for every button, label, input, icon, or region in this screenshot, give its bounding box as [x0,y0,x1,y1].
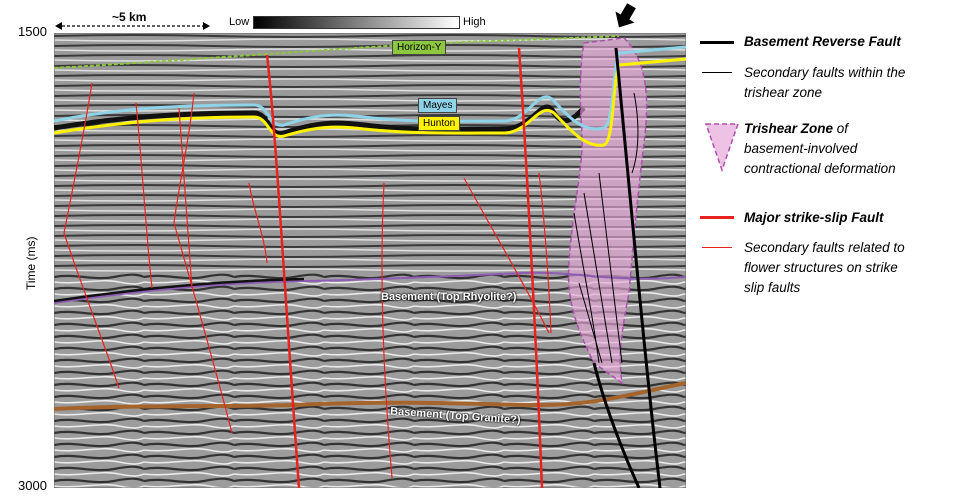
legend-secondary-flower-line3: slip faults [744,280,801,295]
secondary-flower-faults [63,82,552,479]
legend: Basement Reverse Fault Secondary faults … [700,30,950,330]
legend-secondary-flower-line2: flower structures on strike [744,260,898,275]
basement-granite-line [54,381,686,411]
y-axis-label: Time (ms) [24,236,38,290]
colorbar [253,16,460,29]
hunton-label: Hunton [418,116,461,131]
basement-reverse-fault-2 [592,362,641,488]
basement-reverse-fault [614,47,662,488]
mayes-label: Mayes [418,98,458,113]
colorbar-low-label: Low [229,16,250,28]
seismic-section [54,33,686,488]
legend-trishear-line2: basement-involved [744,141,858,156]
y-tick-bottom: 3000 [18,478,47,493]
major-strike-slip-fault-2 [517,47,544,488]
basement-rhyolite-label: Basement (Top Rhyolite?) [381,291,517,303]
colorbar-high-label: High [463,16,486,28]
y-tick-top: 1500 [18,24,47,39]
scale-bar-label: ~5 km [112,10,147,24]
secondary-trishear-faults [573,92,639,364]
horizon-y-label: Horizon-Y [392,40,447,55]
legend-trishear-bold: Trishear Zone [744,121,834,136]
legend-secondary-trishear-swatch [702,72,732,73]
legend-basement-reverse-fault-swatch [700,41,734,44]
legend-basement-reverse-fault-label: Basement Reverse Fault [744,34,901,49]
legend-trishear-line1: Trishear Zone of [744,118,848,140]
legend-secondary-flower-line1: Secondary faults related to [744,240,905,255]
legend-major-strike-slip-swatch [700,216,734,219]
scale-bar-arrow [55,22,210,30]
hunton-line [54,57,686,147]
legend-major-strike-slip-label: Major strike-slip Fault [744,210,884,225]
horizon-y-line [54,35,620,69]
legend-trishear-swatch [704,123,740,173]
major-strike-slip-fault-1 [265,54,301,488]
legend-secondary-flower-swatch [702,247,732,248]
legend-trishear-line3: contractional deformation [744,161,896,176]
basement-rhyolite-line [54,271,686,304]
legend-trishear-of: of [833,121,849,136]
scale-bar: ~5 km [55,10,210,34]
legend-secondary-trishear-line2: trishear zone [744,85,823,100]
legend-secondary-trishear-line1: Secondary faults within the [744,65,906,80]
down-arrow-icon [615,3,636,28]
mayes-line [54,45,686,131]
strong-reflector [54,104,586,137]
